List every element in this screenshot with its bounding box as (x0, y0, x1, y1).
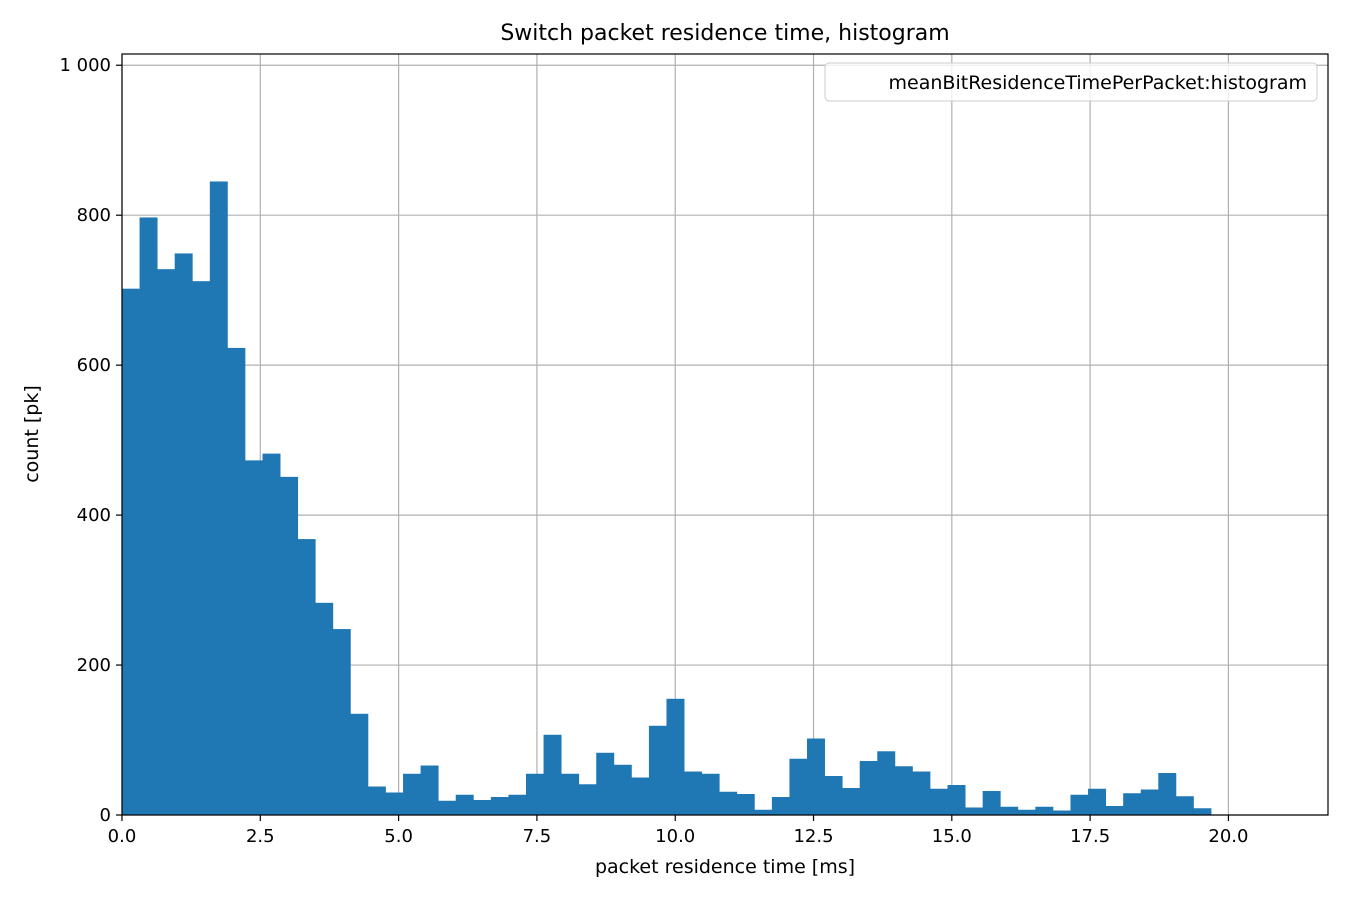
histogram-bar (1070, 794, 1089, 815)
x-tick-label: 10.0 (655, 826, 695, 847)
histogram-bar (525, 773, 544, 815)
histogram-bar (209, 181, 228, 815)
plot-frame (121, 53, 1329, 816)
x-tick-label: 2.5 (246, 826, 275, 847)
legend: meanBitResidenceTimePerPacket:histogram (824, 62, 1318, 102)
histogram-bar (719, 791, 738, 815)
y-tick-label: 800 (77, 205, 111, 226)
histogram-bar (350, 713, 369, 815)
x-tick-label: 5.0 (384, 826, 413, 847)
histogram-bar (631, 777, 650, 815)
histogram-bar (859, 761, 878, 815)
x-tick-label: 0.0 (108, 826, 137, 847)
histogram-bar (1105, 806, 1124, 815)
histogram-bar (1123, 793, 1142, 815)
y-tick-label: 1 000 (59, 55, 111, 76)
histogram-bar (297, 539, 316, 815)
histogram-bar (807, 738, 825, 815)
histogram-bar (139, 217, 158, 816)
y-tick-label: 200 (77, 655, 111, 676)
x-axis-ticks: 0.0 2.5 5.0 7.5 10.0 12.5 15.0 17.5 20.0 (108, 815, 1248, 847)
x-tick-label: 12.5 (793, 826, 833, 847)
histogram-bar (1193, 808, 1212, 815)
histogram-bar (315, 602, 334, 815)
grid-lines (121, 54, 1328, 816)
histogram-bar (244, 460, 263, 815)
histogram-bar (192, 281, 211, 815)
histogram-bar (174, 253, 193, 816)
histogram-bar (1158, 773, 1177, 815)
y-tick-label: 600 (77, 355, 111, 376)
histogram-bar (157, 269, 176, 815)
y-tick-label: 0 (100, 805, 111, 826)
histogram-bar (385, 792, 404, 815)
y-tick-label: 400 (77, 505, 111, 526)
histogram-bar (666, 698, 685, 815)
histogram-bar (771, 797, 790, 815)
x-tick-label: 7.5 (523, 826, 552, 847)
histogram-bar (982, 791, 1001, 815)
histogram-bar (789, 758, 808, 815)
histogram-bar (596, 752, 615, 815)
histogram-bar (367, 786, 386, 815)
histogram-bar (227, 347, 246, 815)
histogram-bar (490, 797, 509, 815)
histogram-bar (420, 765, 439, 815)
histogram-bar (701, 773, 720, 815)
histogram-bar (262, 453, 281, 815)
histogram-bar (1052, 810, 1071, 815)
histogram-bar (1000, 806, 1019, 815)
histogram-bar (947, 785, 966, 815)
histogram-bar (613, 764, 632, 815)
histogram-bar (929, 788, 948, 815)
y-axis-ticks: 0 200 400 600 800 1 000 (59, 55, 122, 826)
histogram-bar (280, 476, 299, 815)
histogram-bar (403, 773, 421, 815)
histogram-bar (1035, 806, 1054, 815)
x-tick-label: 17.5 (1070, 826, 1110, 847)
histogram-bar (1140, 789, 1159, 815)
histogram-bar (1175, 796, 1194, 815)
histogram-bar (894, 766, 913, 815)
histogram-bar (912, 771, 931, 815)
histogram-bar (332, 629, 351, 815)
histogram-bar (1088, 788, 1107, 815)
histogram-bar (648, 725, 667, 815)
histogram-bar (438, 800, 457, 815)
y-axis-label: count [pk] (21, 385, 43, 483)
x-tick-label: 15.0 (932, 826, 972, 847)
histogram-bar (684, 771, 703, 815)
histogram-bar (754, 809, 773, 815)
histogram-bar (1017, 809, 1036, 815)
histogram-bar (473, 800, 492, 815)
x-tick-label: 20.0 (1208, 826, 1248, 847)
histogram-bar (455, 794, 474, 815)
histogram-bar (122, 288, 140, 815)
histogram-bar (736, 794, 755, 815)
chart-title: Switch packet residence time, histogram (500, 21, 949, 46)
histogram-bar (824, 776, 843, 815)
legend-box (824, 62, 1318, 102)
histogram-bar (508, 794, 527, 815)
histogram-bar (561, 773, 580, 815)
legend-entry-label: meanBitResidenceTimePerPacket:histogram (889, 72, 1307, 94)
histogram-bar (578, 784, 597, 815)
histogram-bar (543, 734, 562, 815)
histogram-bars (122, 181, 1212, 816)
x-axis-label: packet residence time [ms] (595, 856, 855, 878)
histogram-bar (965, 807, 984, 815)
histogram-bar (842, 788, 861, 815)
histogram-bar (877, 751, 896, 815)
